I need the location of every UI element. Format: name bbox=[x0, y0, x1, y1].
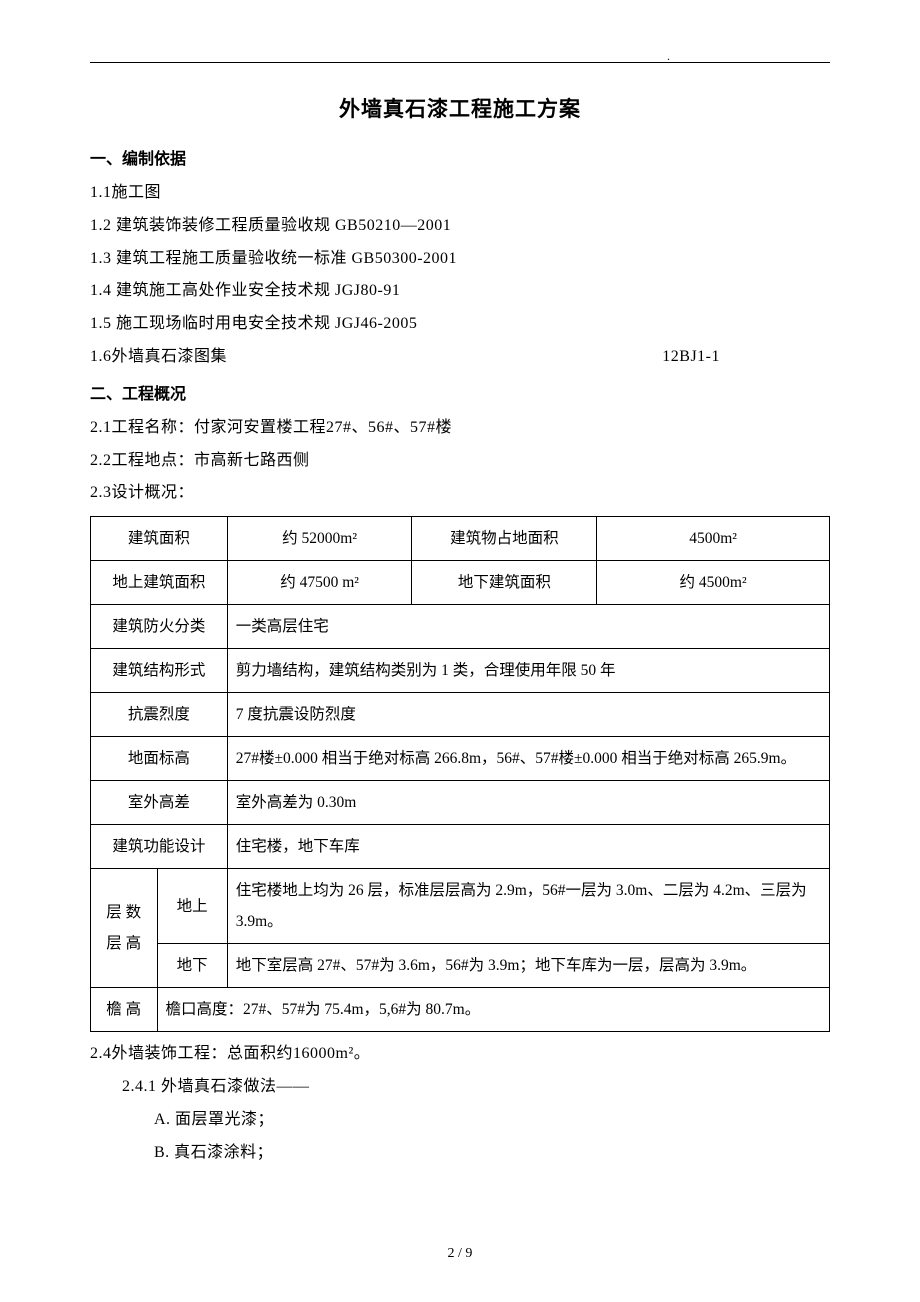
table-row: 檐 高 檐口高度：27#、57#为 75.4m，5,6#为 80.7m。 bbox=[91, 988, 830, 1032]
cell-value: 27#楼±0.000 相当于绝对标高 266.8m，56#、57#楼±0.000… bbox=[227, 737, 829, 781]
document-page: 外墙真石漆工程施工方案 一、编制依据 1.1施工图 1.2 建筑装饰装修工程质量… bbox=[0, 0, 920, 1302]
table-row: 地上建筑面积 约 47500 m² 地下建筑面积 约 4500m² bbox=[91, 561, 830, 605]
sec2-line-24: 2.4外墙装饰工程：总面积约16000m²。 bbox=[90, 1038, 830, 1071]
table-row: 抗震烈度 7 度抗震设防烈度 bbox=[91, 693, 830, 737]
table-row: 室外高差 室外高差为 0.30m bbox=[91, 781, 830, 825]
cell-label: 建筑功能设计 bbox=[91, 825, 228, 869]
sec1-item-6-left: 1.6外墙真石漆图集 bbox=[90, 341, 227, 374]
cell-label: 地上建筑面积 bbox=[91, 561, 228, 605]
cell-label: 建筑结构形式 bbox=[91, 649, 228, 693]
sec1-item: 1.4 建筑施工高处作业安全技术规 JGJ80-91 bbox=[90, 275, 830, 308]
sec2-line: 2.3设计概况： bbox=[90, 477, 830, 510]
sec2-line: 2.2工程地点：市高新七路西侧 bbox=[90, 445, 830, 478]
sec2-241-b: B. 真石漆涂料； bbox=[90, 1137, 830, 1170]
cell-value: 檐口高度：27#、57#为 75.4m，5,6#为 80.7m。 bbox=[157, 988, 830, 1032]
table-row: 地面标高 27#楼±0.000 相当于绝对标高 266.8m，56#、57#楼±… bbox=[91, 737, 830, 781]
cell-value: 7 度抗震设防烈度 bbox=[227, 693, 829, 737]
section-1-heading: 一、编制依据 bbox=[90, 145, 830, 169]
sec1-item: 1.1施工图 bbox=[90, 177, 830, 210]
cell-label: 地下建筑面积 bbox=[412, 561, 597, 605]
section-2-heading: 二、工程概况 bbox=[90, 380, 830, 404]
sec1-item-6-right: 12BJ1-1 bbox=[662, 341, 830, 374]
cell-value: 4500m² bbox=[597, 517, 830, 561]
header-rule bbox=[90, 62, 830, 63]
page-number: 2 / 9 bbox=[0, 1246, 920, 1262]
sec2-241: 2.4.1 外墙真石漆做法—— bbox=[90, 1071, 830, 1104]
cell-label: 抗震烈度 bbox=[91, 693, 228, 737]
cell-value: 约 52000m² bbox=[227, 517, 412, 561]
table-row: 建筑防火分类 一类高层住宅 bbox=[91, 605, 830, 649]
cell-label: 室外高差 bbox=[91, 781, 228, 825]
cell-value: 住宅楼地上均为 26 层，标准层层高为 2.9m，56#一层为 3.0m、二层为… bbox=[227, 869, 829, 944]
sec1-item: 1.5 施工现场临时用电安全技术规 JGJ46-2005 bbox=[90, 308, 830, 341]
cell-label: 建筑物占地面积 bbox=[412, 517, 597, 561]
design-table: 建筑面积 约 52000m² 建筑物占地面积 4500m² 地上建筑面积 约 4… bbox=[90, 516, 830, 1032]
sec1-item-6: 1.6外墙真石漆图集 12BJ1-1 bbox=[90, 341, 830, 374]
cell-value: 约 4500m² bbox=[597, 561, 830, 605]
cell-label: 地上 bbox=[157, 869, 227, 944]
cell-value: 住宅楼，地下车库 bbox=[227, 825, 829, 869]
sec1-item: 1.3 建筑工程施工质量验收统一标准 GB50300-2001 bbox=[90, 243, 830, 276]
sec2-line: 2.1工程名称：付家河安置楼工程27#、56#、57#楼 bbox=[90, 412, 830, 445]
table-row: 建筑功能设计 住宅楼，地下车库 bbox=[91, 825, 830, 869]
document-title: 外墙真石漆工程施工方案 bbox=[90, 93, 830, 123]
cell-label: 建筑防火分类 bbox=[91, 605, 228, 649]
cell-value: 地下室层高 27#、57#为 3.6m，56#为 3.9m；地下车库为一层，层高… bbox=[227, 944, 829, 988]
cell-label: 建筑面积 bbox=[91, 517, 228, 561]
table-row: 建筑结构形式 剪力墙结构，建筑结构类别为 1 类，合理使用年限 50 年 bbox=[91, 649, 830, 693]
cell-label: 地面标高 bbox=[91, 737, 228, 781]
cell-value: 室外高差为 0.30m bbox=[227, 781, 829, 825]
cell-label: 檐 高 bbox=[91, 988, 158, 1032]
table-row: 层 数 层 高 地上 住宅楼地上均为 26 层，标准层层高为 2.9m，56#一… bbox=[91, 869, 830, 944]
sec1-item: 1.2 建筑装饰装修工程质量验收规 GB50210—2001 bbox=[90, 210, 830, 243]
cell-value: 剪力墙结构，建筑结构类别为 1 类，合理使用年限 50 年 bbox=[227, 649, 829, 693]
cell-value: 约 47500 m² bbox=[227, 561, 412, 605]
cell-label: 层 数 层 高 bbox=[91, 869, 158, 988]
cell-value: 一类高层住宅 bbox=[227, 605, 829, 649]
cell-label: 地下 bbox=[157, 944, 227, 988]
table-row: 地下 地下室层高 27#、57#为 3.6m，56#为 3.9m；地下车库为一层… bbox=[91, 944, 830, 988]
sec2-241-a: A. 面层罩光漆； bbox=[90, 1104, 830, 1137]
table-row: 建筑面积 约 52000m² 建筑物占地面积 4500m² bbox=[91, 517, 830, 561]
